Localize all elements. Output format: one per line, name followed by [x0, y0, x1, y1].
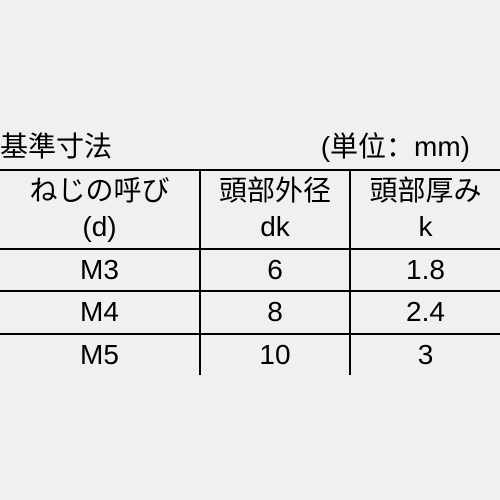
- dimensions-table: ねじの呼び (d) 頭部外径 dk 頭部厚み k M3 6 1.8 M: [0, 169, 500, 375]
- table-row: M3 6 1.8: [0, 249, 500, 291]
- col-header-thread: ねじの呼び (d): [0, 170, 200, 249]
- col-header-thread-line1: ねじの呼び: [6, 173, 193, 209]
- col-header-dk-line2: dk: [207, 209, 343, 245]
- cell-dk: 10: [200, 334, 350, 375]
- col-header-k-line2: k: [357, 209, 494, 245]
- col-header-dk-line1: 頭部外径: [207, 173, 343, 209]
- col-header-thread-line2: (d): [6, 209, 193, 245]
- cell-k: 3: [350, 334, 500, 375]
- cell-dk: 6: [200, 249, 350, 291]
- dimensions-panel: 基準寸法 (単位：mm) ねじの呼び (d) 頭部外径 dk 頭部厚み k: [0, 125, 500, 375]
- table-row: M5 10 3: [0, 334, 500, 375]
- cell-k: 2.4: [350, 291, 500, 333]
- cell-thread: M5: [0, 334, 200, 375]
- col-header-k-line1: 頭部厚み: [357, 173, 494, 209]
- cell-thread: M3: [0, 249, 200, 291]
- col-header-dk: 頭部外径 dk: [200, 170, 350, 249]
- col-header-k: 頭部厚み k: [350, 170, 500, 249]
- panel-title: 基準寸法: [0, 125, 112, 165]
- header-row: 基準寸法 (単位：mm): [0, 125, 500, 169]
- cell-k: 1.8: [350, 249, 500, 291]
- table-row: M4 8 2.4: [0, 291, 500, 333]
- unit-label: (単位：mm): [321, 125, 470, 165]
- cell-dk: 8: [200, 291, 350, 333]
- table-header-row: ねじの呼び (d) 頭部外径 dk 頭部厚み k: [0, 170, 500, 249]
- cell-thread: M4: [0, 291, 200, 333]
